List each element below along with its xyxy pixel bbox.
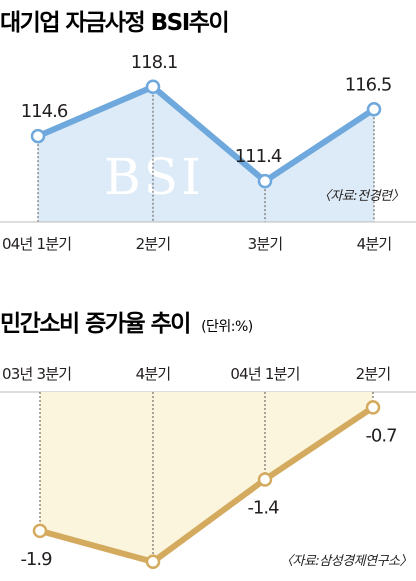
consumption-value-label: -2.2 — [137, 580, 168, 581]
bsi-tick-label: 4분기 — [357, 235, 392, 253]
consumption-tick-label: 4분기 — [136, 365, 171, 383]
consumption-point — [257, 472, 273, 487]
consumption-value-label: -0.7 — [365, 425, 396, 446]
bsi-tick-label: 3분기 — [248, 235, 283, 253]
consumption-tick-label: 2분기 — [356, 365, 391, 383]
bsi-tick-label: 2분기 — [136, 235, 171, 253]
consumption-point — [365, 400, 381, 415]
bsi-tick-labels: 04년 1분기 2분기 3분기 4분기 — [2, 235, 392, 253]
bsi-chart-title: 대기업 자금사정 BSI추이 — [0, 10, 228, 36]
consumption-chart-title: 민간소비 증가율 추이 — [0, 311, 190, 337]
consumption-tick-labels: 03년 3분기 4분기 04년 1분기 2분기 — [2, 365, 391, 383]
consumption-chart-heading: 민간소비 증가율 추이 (단위:%) — [0, 311, 253, 337]
consumption-chart: 민간소비 증가율 추이 (단위:%) 03년 3분기 4분기 04년 1분기 2분기 … — [0, 311, 416, 581]
bsi-point — [30, 128, 46, 144]
bsi-value-label: 118.1 — [131, 52, 178, 73]
consumption-tick-label: 03년 3분기 — [2, 365, 71, 383]
consumption-value-label: -1.9 — [20, 549, 52, 570]
bsi-point — [257, 173, 273, 189]
consumption-area-fill — [40, 392, 373, 562]
bsi-value-label: 111.4 — [235, 146, 282, 167]
bsi-droplines — [37, 86, 375, 222]
consumption-unit-note: (단위:%) — [201, 319, 253, 335]
consumption-point — [32, 523, 48, 539]
bsi-point — [145, 79, 161, 95]
bsi-area-fill — [38, 86, 374, 222]
consumption-tick-label: 04년 1분기 — [230, 365, 299, 383]
consumption-points — [32, 400, 381, 570]
bsi-points — [30, 79, 382, 189]
consumption-line — [39, 404, 375, 565]
consumption-value-labels: -1.9 -2.2 -1.4 -0.7 — [20, 425, 397, 581]
consumption-value-label: -1.4 — [247, 498, 279, 519]
bsi-watermark: BSI — [104, 148, 204, 206]
bsi-source: 〈자료:전경련〉 — [318, 189, 404, 204]
bsi-value-labels: 114.6 118.1 111.4 116.5 — [21, 52, 393, 167]
bsi-line — [36, 83, 376, 185]
bsi-value-label: 116.5 — [345, 74, 392, 95]
consumption-point — [145, 554, 161, 570]
bsi-chart: 대기업 자금사정 BSI추이 BSI 114.6118.1111.4116.5 … — [0, 10, 416, 253]
consumption-source: 〈자료:삼성경제연구소〉 — [280, 554, 412, 569]
bsi-point — [366, 102, 382, 117]
bsi-tick-label: 04년 1분기 — [2, 235, 71, 253]
bsi-value-label: 114.6 — [21, 101, 68, 122]
